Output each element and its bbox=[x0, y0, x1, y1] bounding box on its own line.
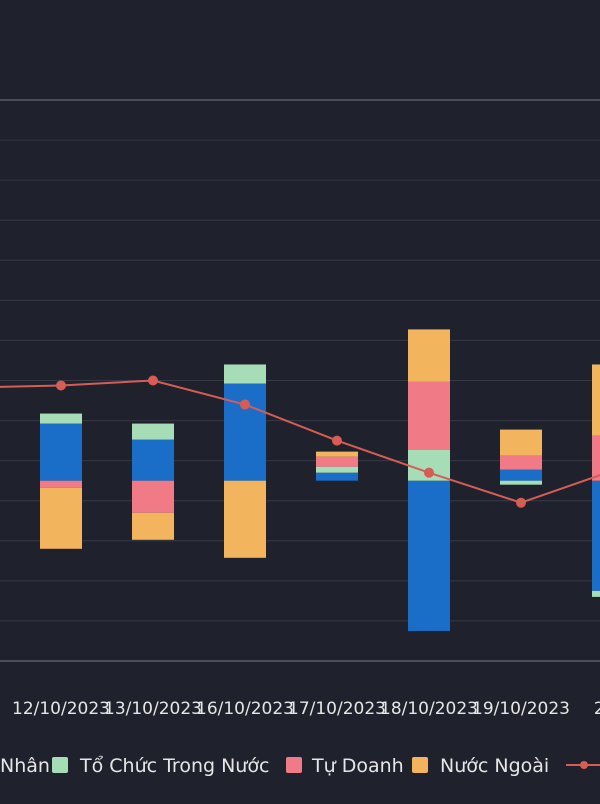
line-point[interactable] bbox=[516, 497, 526, 508]
legend-label: Nhân bbox=[0, 755, 50, 777]
bar-segment[interactable] bbox=[408, 329, 450, 382]
bar-segment[interactable] bbox=[592, 364, 600, 436]
line-point[interactable] bbox=[332, 435, 342, 446]
bar-segment[interactable] bbox=[408, 381, 450, 450]
x-tick-label: 18/10/2023 bbox=[380, 699, 478, 719]
bar-segment[interactable] bbox=[224, 480, 266, 558]
legend-swatch bbox=[52, 757, 68, 773]
bar-segment[interactable] bbox=[132, 480, 174, 513]
bar-segment[interactable] bbox=[40, 423, 82, 481]
bar-segment[interactable] bbox=[316, 451, 358, 457]
x-tick-label: 13/10/2023 bbox=[104, 699, 202, 719]
bar-segment[interactable] bbox=[316, 456, 358, 467]
legend-label: Tự Doanh bbox=[311, 755, 404, 777]
x-tick-label: 12/10/2023 bbox=[12, 699, 110, 719]
legend-item[interactable]: Tổ Chức Trong Nước bbox=[52, 755, 269, 777]
legend[interactable]: Nhân Tổ Chức Trong Nước Tự Doanh Nước Ngoài bbox=[0, 755, 600, 777]
bar-segment[interactable] bbox=[592, 590, 600, 597]
x-tick-label: 17/10/2023 bbox=[288, 699, 386, 719]
bar-segment[interactable] bbox=[40, 487, 82, 549]
bar-segment[interactable] bbox=[592, 435, 600, 481]
legend-swatch bbox=[412, 757, 428, 773]
bar-segment[interactable] bbox=[132, 439, 174, 481]
bar-segment[interactable] bbox=[132, 423, 174, 440]
legend-item[interactable]: Nước Ngoài bbox=[412, 755, 549, 777]
bar-segment[interactable] bbox=[224, 364, 266, 384]
bars-layer bbox=[40, 329, 600, 631]
x-axis-labels: 2312/10/202313/10/202316/10/202317/10/20… bbox=[12, 699, 600, 719]
line-layer bbox=[0, 375, 600, 508]
bar-segment[interactable] bbox=[224, 383, 266, 481]
legend-item[interactable] bbox=[566, 761, 600, 769]
x-tick-label: 20/1 bbox=[594, 699, 600, 719]
line-point[interactable] bbox=[148, 375, 158, 386]
legend-label: Nước Ngoài bbox=[440, 755, 549, 777]
bar-segment[interactable] bbox=[500, 480, 542, 485]
legend-item[interactable]: Tự Doanh bbox=[286, 755, 404, 777]
bar-segment[interactable] bbox=[40, 480, 82, 488]
bar-segment[interactable] bbox=[500, 469, 542, 481]
series-line bbox=[0, 379, 600, 504]
legend-swatch bbox=[286, 757, 302, 773]
bar-segment[interactable] bbox=[40, 413, 82, 424]
line-point[interactable] bbox=[240, 399, 250, 410]
bar-segment[interactable] bbox=[316, 466, 358, 473]
bar-segment[interactable] bbox=[500, 455, 542, 470]
x-tick-label: 16/10/2023 bbox=[196, 699, 294, 719]
bar-segment[interactable] bbox=[408, 480, 450, 631]
legend-label: Tổ Chức Trong Nước bbox=[79, 755, 269, 777]
grid-layer bbox=[0, 99, 600, 662]
line-point[interactable] bbox=[56, 380, 66, 391]
bar-segment[interactable] bbox=[592, 480, 600, 591]
bar-segment[interactable] bbox=[132, 512, 174, 540]
x-tick-label: 19/10/2023 bbox=[472, 699, 570, 719]
legend-item[interactable]: Nhân bbox=[0, 755, 50, 777]
line-point[interactable] bbox=[424, 467, 434, 478]
bar-segment[interactable] bbox=[500, 429, 542, 456]
legend-dot bbox=[580, 761, 588, 769]
bar-segment[interactable] bbox=[316, 472, 358, 481]
